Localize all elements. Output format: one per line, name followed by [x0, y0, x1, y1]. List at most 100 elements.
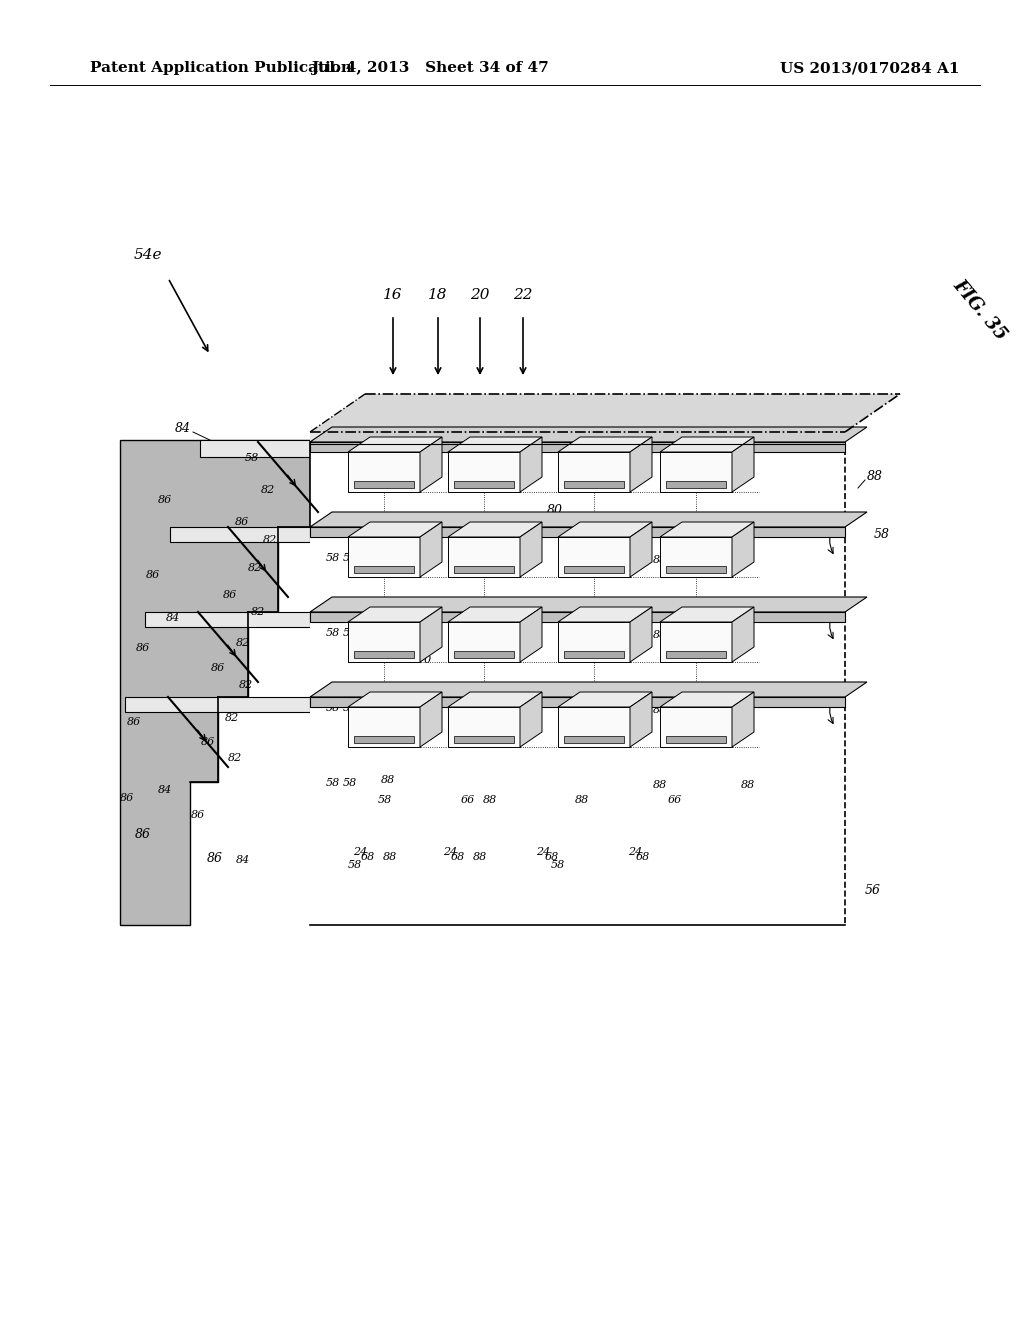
Text: 88: 88: [741, 554, 755, 565]
Text: 88: 88: [574, 635, 589, 645]
Text: 88: 88: [574, 795, 589, 805]
Polygon shape: [660, 622, 732, 663]
Text: 86: 86: [136, 643, 151, 653]
Polygon shape: [310, 527, 845, 537]
Text: 24: 24: [411, 517, 425, 527]
Text: 58: 58: [378, 795, 392, 805]
Text: 88: 88: [383, 851, 397, 862]
Polygon shape: [354, 651, 414, 657]
Polygon shape: [310, 697, 845, 708]
Polygon shape: [374, 440, 398, 442]
Text: 66: 66: [461, 550, 475, 560]
Polygon shape: [660, 708, 732, 747]
Polygon shape: [449, 708, 520, 747]
Text: 86: 86: [135, 829, 151, 842]
Polygon shape: [660, 537, 732, 577]
Polygon shape: [630, 692, 652, 747]
Polygon shape: [474, 609, 498, 612]
Text: 88: 88: [741, 630, 755, 640]
Polygon shape: [354, 480, 414, 488]
Polygon shape: [558, 622, 630, 663]
Polygon shape: [520, 607, 542, 663]
Polygon shape: [732, 437, 754, 492]
Text: 24: 24: [442, 847, 457, 857]
Text: 86: 86: [158, 495, 172, 506]
Text: 58: 58: [326, 628, 340, 638]
Polygon shape: [449, 692, 542, 708]
Polygon shape: [348, 708, 420, 747]
Polygon shape: [454, 566, 514, 573]
Text: 82: 82: [261, 484, 275, 495]
Text: 88: 88: [483, 635, 497, 645]
Text: 88: 88: [483, 795, 497, 805]
Text: 88: 88: [741, 780, 755, 789]
Polygon shape: [732, 692, 754, 747]
Text: 88: 88: [653, 705, 667, 715]
Text: 58: 58: [668, 624, 682, 635]
Text: 80: 80: [547, 503, 563, 516]
Text: 88: 88: [383, 700, 397, 710]
Polygon shape: [449, 521, 542, 537]
Polygon shape: [310, 393, 900, 432]
Text: 66: 66: [461, 624, 475, 635]
Text: 66: 66: [568, 624, 582, 635]
Text: 86: 86: [223, 590, 238, 601]
Text: 20: 20: [470, 288, 489, 302]
Polygon shape: [558, 537, 630, 577]
Polygon shape: [630, 607, 652, 663]
Polygon shape: [310, 597, 867, 612]
Polygon shape: [558, 451, 630, 492]
Polygon shape: [145, 612, 310, 627]
Text: 86: 86: [234, 517, 249, 527]
Polygon shape: [558, 692, 652, 708]
Polygon shape: [449, 537, 520, 577]
Text: 58: 58: [668, 550, 682, 560]
Polygon shape: [732, 521, 754, 577]
Polygon shape: [454, 651, 514, 657]
Polygon shape: [558, 521, 652, 537]
Text: 58: 58: [343, 628, 357, 638]
Polygon shape: [348, 437, 442, 451]
Text: 86: 86: [207, 851, 223, 865]
Text: 66: 66: [461, 710, 475, 719]
Polygon shape: [732, 607, 754, 663]
Polygon shape: [449, 607, 542, 622]
Polygon shape: [660, 521, 754, 537]
Text: 68: 68: [451, 851, 465, 862]
Polygon shape: [558, 708, 630, 747]
Text: 58: 58: [378, 624, 392, 635]
Polygon shape: [348, 622, 420, 663]
Polygon shape: [310, 512, 867, 527]
Text: 88: 88: [741, 705, 755, 715]
Polygon shape: [310, 426, 867, 442]
Polygon shape: [666, 651, 726, 657]
Polygon shape: [630, 521, 652, 577]
Polygon shape: [558, 437, 652, 451]
Polygon shape: [558, 607, 652, 622]
Polygon shape: [310, 682, 867, 697]
Polygon shape: [584, 524, 608, 527]
Polygon shape: [564, 566, 624, 573]
Polygon shape: [310, 442, 845, 451]
Text: 68: 68: [360, 851, 375, 862]
Polygon shape: [474, 694, 498, 697]
Text: 88: 88: [483, 715, 497, 725]
Text: 82: 82: [263, 535, 278, 545]
Text: 88: 88: [653, 554, 667, 565]
Polygon shape: [666, 480, 726, 488]
Text: 24: 24: [353, 847, 368, 857]
Polygon shape: [348, 451, 420, 492]
Polygon shape: [666, 566, 726, 573]
Text: 88: 88: [867, 470, 883, 483]
Polygon shape: [200, 440, 310, 457]
Text: 82: 82: [251, 607, 265, 616]
Text: 58: 58: [343, 704, 357, 713]
Text: 88: 88: [408, 531, 422, 540]
Polygon shape: [660, 607, 754, 622]
Text: 18: 18: [428, 288, 447, 302]
Text: 68: 68: [636, 851, 650, 862]
Polygon shape: [354, 737, 414, 743]
Polygon shape: [310, 432, 845, 444]
Text: US 2013/0170284 A1: US 2013/0170284 A1: [780, 61, 959, 75]
Polygon shape: [449, 451, 520, 492]
